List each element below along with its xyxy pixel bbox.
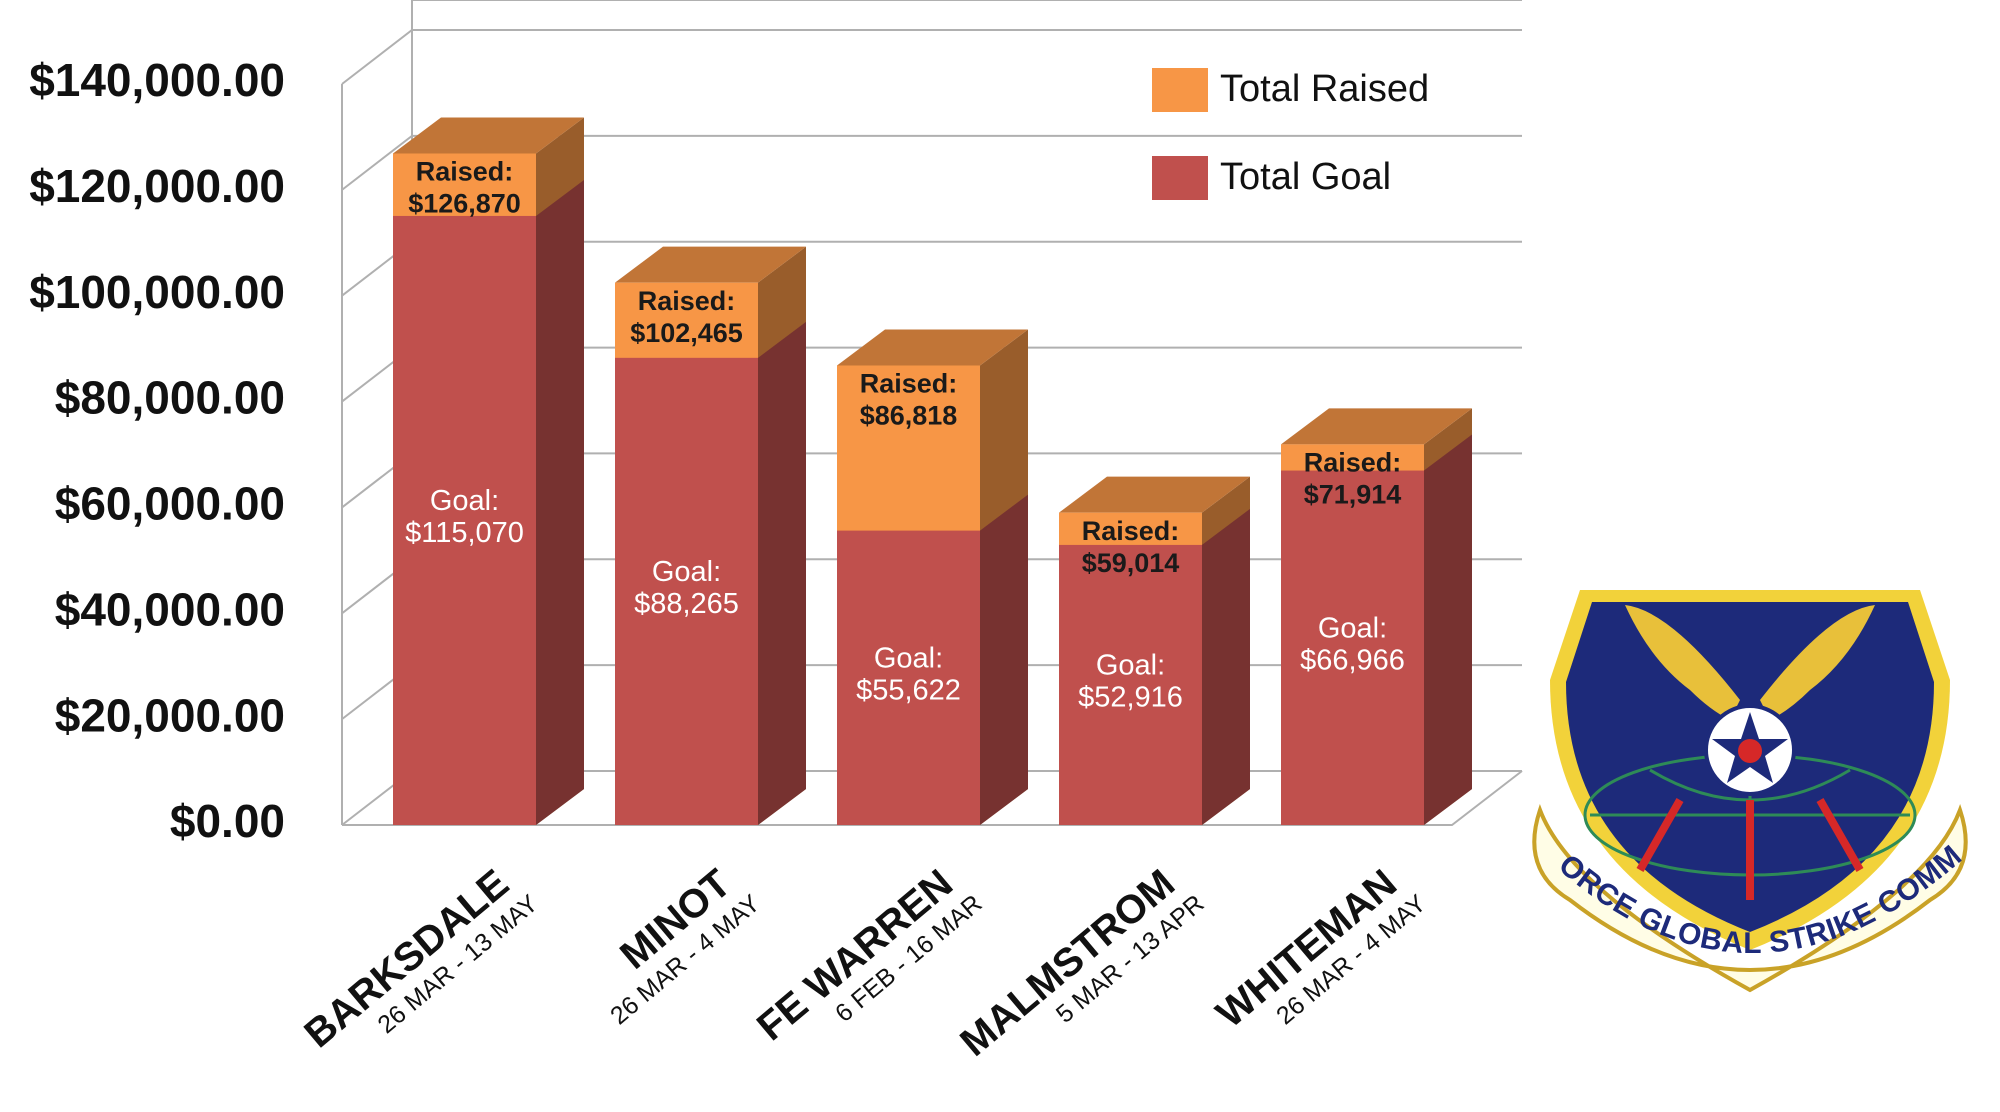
bar-side — [536, 179, 584, 825]
y-tick-label: $80,000.00 — [55, 372, 285, 424]
value-label-prefix: Goal: — [874, 642, 943, 674]
value-label-prefix: Raised: — [638, 286, 736, 316]
roundel-center — [1738, 739, 1762, 763]
value-label-prefix: Goal: — [652, 556, 721, 588]
value-label: $88,265 — [634, 588, 739, 620]
bar — [393, 215, 536, 825]
value-label-prefix: Goal: — [1318, 612, 1387, 644]
legend-label: Total Goal — [1220, 156, 1391, 198]
y-tick-label: $120,000.00 — [29, 160, 285, 212]
value-label: $71,914 — [1304, 479, 1402, 509]
value-label: $86,818 — [860, 401, 958, 431]
ribbon — [1532, 804, 1968, 993]
value-label: $52,916 — [1078, 682, 1183, 714]
value-label-prefix: Goal: — [1096, 650, 1165, 682]
value-label-prefix: Raised: — [416, 157, 514, 187]
value-label: $126,870 — [408, 189, 521, 219]
bar-top — [615, 246, 806, 283]
bar-top — [1281, 408, 1472, 445]
plot-area: $0.00 $20,000.00 $40,000.00 $60,000.00 $80,0… — [29, 0, 1523, 1065]
bar-side — [1424, 434, 1472, 825]
value-label: $55,622 — [856, 674, 961, 706]
logo: AIR FORCE GLOBAL STRIKE COMMAND — [1519, 552, 1968, 993]
bar-top — [837, 329, 1028, 366]
value-label: $115,070 — [405, 517, 524, 549]
y-tick-label: $40,000.00 — [55, 583, 285, 635]
legend-swatch — [1152, 68, 1208, 112]
y-tick-label: $100,000.00 — [29, 266, 285, 318]
value-label-prefix: Raised: — [1082, 516, 1180, 546]
wing-left — [1625, 605, 1740, 720]
bar — [1281, 470, 1424, 825]
legend-label: Total Raised — [1220, 68, 1429, 110]
value-label: $102,465 — [630, 318, 743, 348]
bar-side — [980, 494, 1028, 825]
legend-swatch — [1152, 156, 1208, 200]
y-tick-label: $60,000.00 — [55, 478, 285, 530]
y-tick-label: $140,000.00 — [29, 54, 285, 106]
value-label-prefix: Goal: — [430, 485, 499, 517]
bar-side — [1202, 508, 1250, 825]
bar-side — [758, 321, 806, 825]
bar — [837, 530, 980, 825]
bar-top — [1059, 476, 1250, 513]
value-label: $66,966 — [1300, 644, 1405, 676]
y-tick-label: $0.00 — [170, 795, 285, 847]
bar — [615, 357, 758, 825]
bar — [1059, 544, 1202, 825]
x-tick-label: MALMSTROM — [952, 861, 1183, 1065]
value-label-prefix: Raised: — [860, 369, 958, 399]
wing-right — [1760, 605, 1875, 720]
value-label: $59,014 — [1082, 548, 1180, 578]
value-label-prefix: Raised: — [1304, 447, 1402, 477]
bar-top — [393, 117, 584, 154]
y-tick-label: $20,000.00 — [55, 689, 285, 741]
lightning — [1636, 798, 1864, 900]
